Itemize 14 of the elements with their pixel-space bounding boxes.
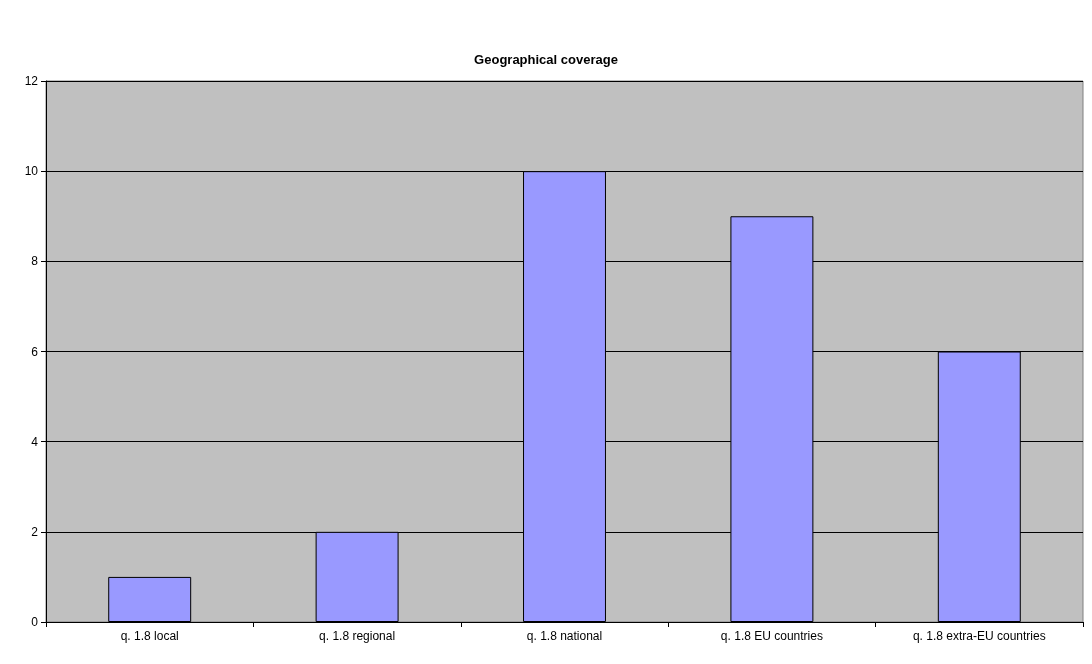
y-tick-label: 10 (24, 164, 39, 179)
y-tick-label: 8 (31, 254, 39, 269)
x-tick-label: q. 1.8 regional (319, 629, 396, 643)
x-tick-label: q. 1.8 extra-EU countries (912, 629, 1046, 643)
y-tick-label: 12 (24, 74, 39, 88)
x-tick-label: q. 1.8 EU countries (720, 629, 823, 643)
x-tick-label: q. 1.8 local (120, 629, 179, 643)
y-tick-label: 4 (31, 434, 39, 449)
y-tick-label: 0 (31, 615, 39, 629)
chart-title: Geographical coverage (474, 52, 618, 67)
bar (108, 576, 192, 622)
x-tick-label: q. 1.8 national (526, 629, 603, 643)
y-tick-label: 2 (31, 524, 39, 539)
y-tick-label: 6 (31, 344, 39, 359)
